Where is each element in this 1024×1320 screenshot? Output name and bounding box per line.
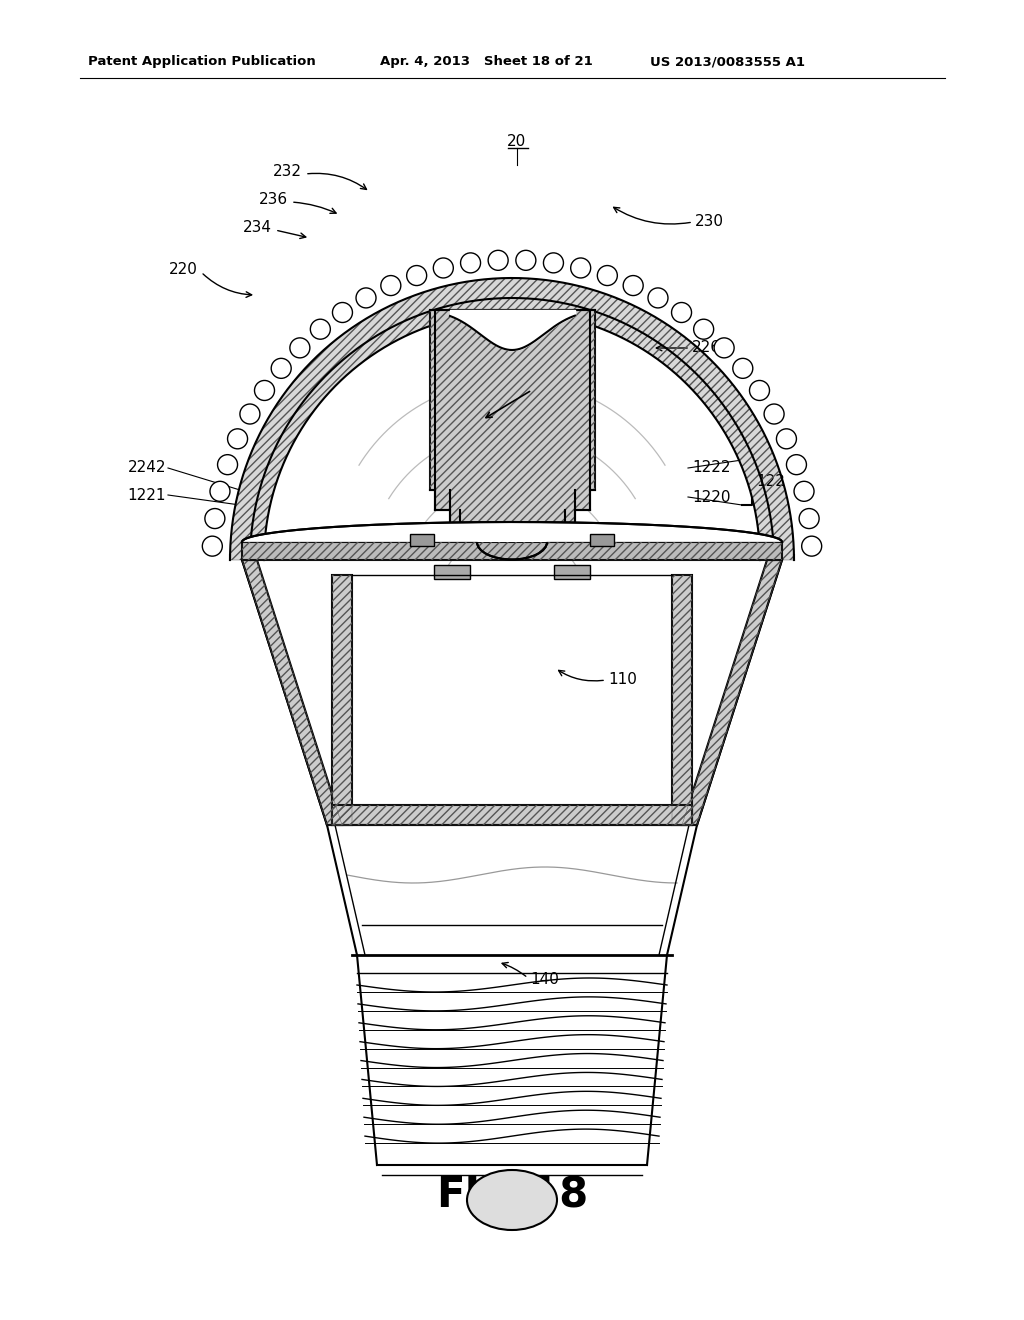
- Text: 2242: 2242: [128, 461, 166, 475]
- Text: 1222: 1222: [692, 461, 730, 475]
- Circle shape: [648, 288, 668, 308]
- Text: 1220: 1220: [692, 490, 730, 504]
- Polygon shape: [264, 312, 760, 560]
- Circle shape: [786, 454, 807, 475]
- Text: 122: 122: [756, 474, 784, 490]
- Bar: [590, 535, 614, 546]
- Circle shape: [794, 482, 814, 502]
- Text: 140: 140: [530, 973, 559, 987]
- Text: 20: 20: [507, 135, 526, 149]
- Polygon shape: [332, 576, 352, 825]
- Bar: [242, 543, 782, 560]
- Polygon shape: [242, 560, 342, 825]
- Text: 226: 226: [692, 341, 721, 355]
- Circle shape: [433, 257, 454, 279]
- Circle shape: [333, 302, 352, 322]
- Bar: [242, 543, 782, 560]
- Circle shape: [381, 276, 400, 296]
- Polygon shape: [477, 524, 547, 543]
- Text: Apr. 4, 2013   Sheet 18 of 21: Apr. 4, 2013 Sheet 18 of 21: [380, 55, 593, 69]
- Circle shape: [750, 380, 769, 400]
- Text: 234: 234: [243, 220, 272, 235]
- Circle shape: [227, 429, 248, 449]
- Text: US 2013/0083555 A1: US 2013/0083555 A1: [650, 55, 805, 69]
- Circle shape: [271, 358, 291, 379]
- Circle shape: [733, 358, 753, 379]
- Bar: [434, 565, 470, 579]
- Circle shape: [310, 319, 331, 339]
- Text: 220: 220: [169, 263, 198, 277]
- Circle shape: [217, 454, 238, 475]
- Bar: [332, 805, 692, 825]
- Circle shape: [516, 251, 536, 271]
- Polygon shape: [230, 279, 794, 560]
- Circle shape: [290, 338, 310, 358]
- Circle shape: [205, 508, 225, 528]
- Polygon shape: [242, 521, 782, 543]
- Circle shape: [356, 288, 376, 308]
- Polygon shape: [430, 310, 595, 543]
- Bar: [554, 565, 590, 579]
- Circle shape: [544, 253, 563, 273]
- Circle shape: [597, 265, 617, 285]
- Circle shape: [764, 404, 784, 424]
- Circle shape: [802, 536, 821, 556]
- Circle shape: [488, 251, 508, 271]
- Circle shape: [203, 536, 222, 556]
- Text: Patent Application Publication: Patent Application Publication: [88, 55, 315, 69]
- Circle shape: [570, 257, 591, 279]
- Polygon shape: [682, 560, 782, 825]
- Circle shape: [407, 265, 427, 285]
- Circle shape: [210, 482, 230, 502]
- Circle shape: [776, 429, 797, 449]
- Ellipse shape: [467, 1170, 557, 1230]
- Circle shape: [672, 302, 691, 322]
- Text: 236: 236: [259, 193, 288, 207]
- Circle shape: [255, 380, 274, 400]
- Text: 230: 230: [695, 214, 724, 230]
- Text: FIG.18: FIG.18: [436, 1173, 588, 1216]
- Polygon shape: [672, 576, 692, 825]
- Bar: [410, 535, 434, 546]
- Text: 1221: 1221: [128, 487, 166, 503]
- Circle shape: [624, 276, 643, 296]
- Text: 110: 110: [608, 672, 637, 688]
- Circle shape: [714, 338, 734, 358]
- Text: 232: 232: [273, 165, 302, 180]
- Circle shape: [461, 253, 480, 273]
- Circle shape: [693, 319, 714, 339]
- Circle shape: [240, 404, 260, 424]
- Circle shape: [799, 508, 819, 528]
- Bar: [332, 805, 692, 825]
